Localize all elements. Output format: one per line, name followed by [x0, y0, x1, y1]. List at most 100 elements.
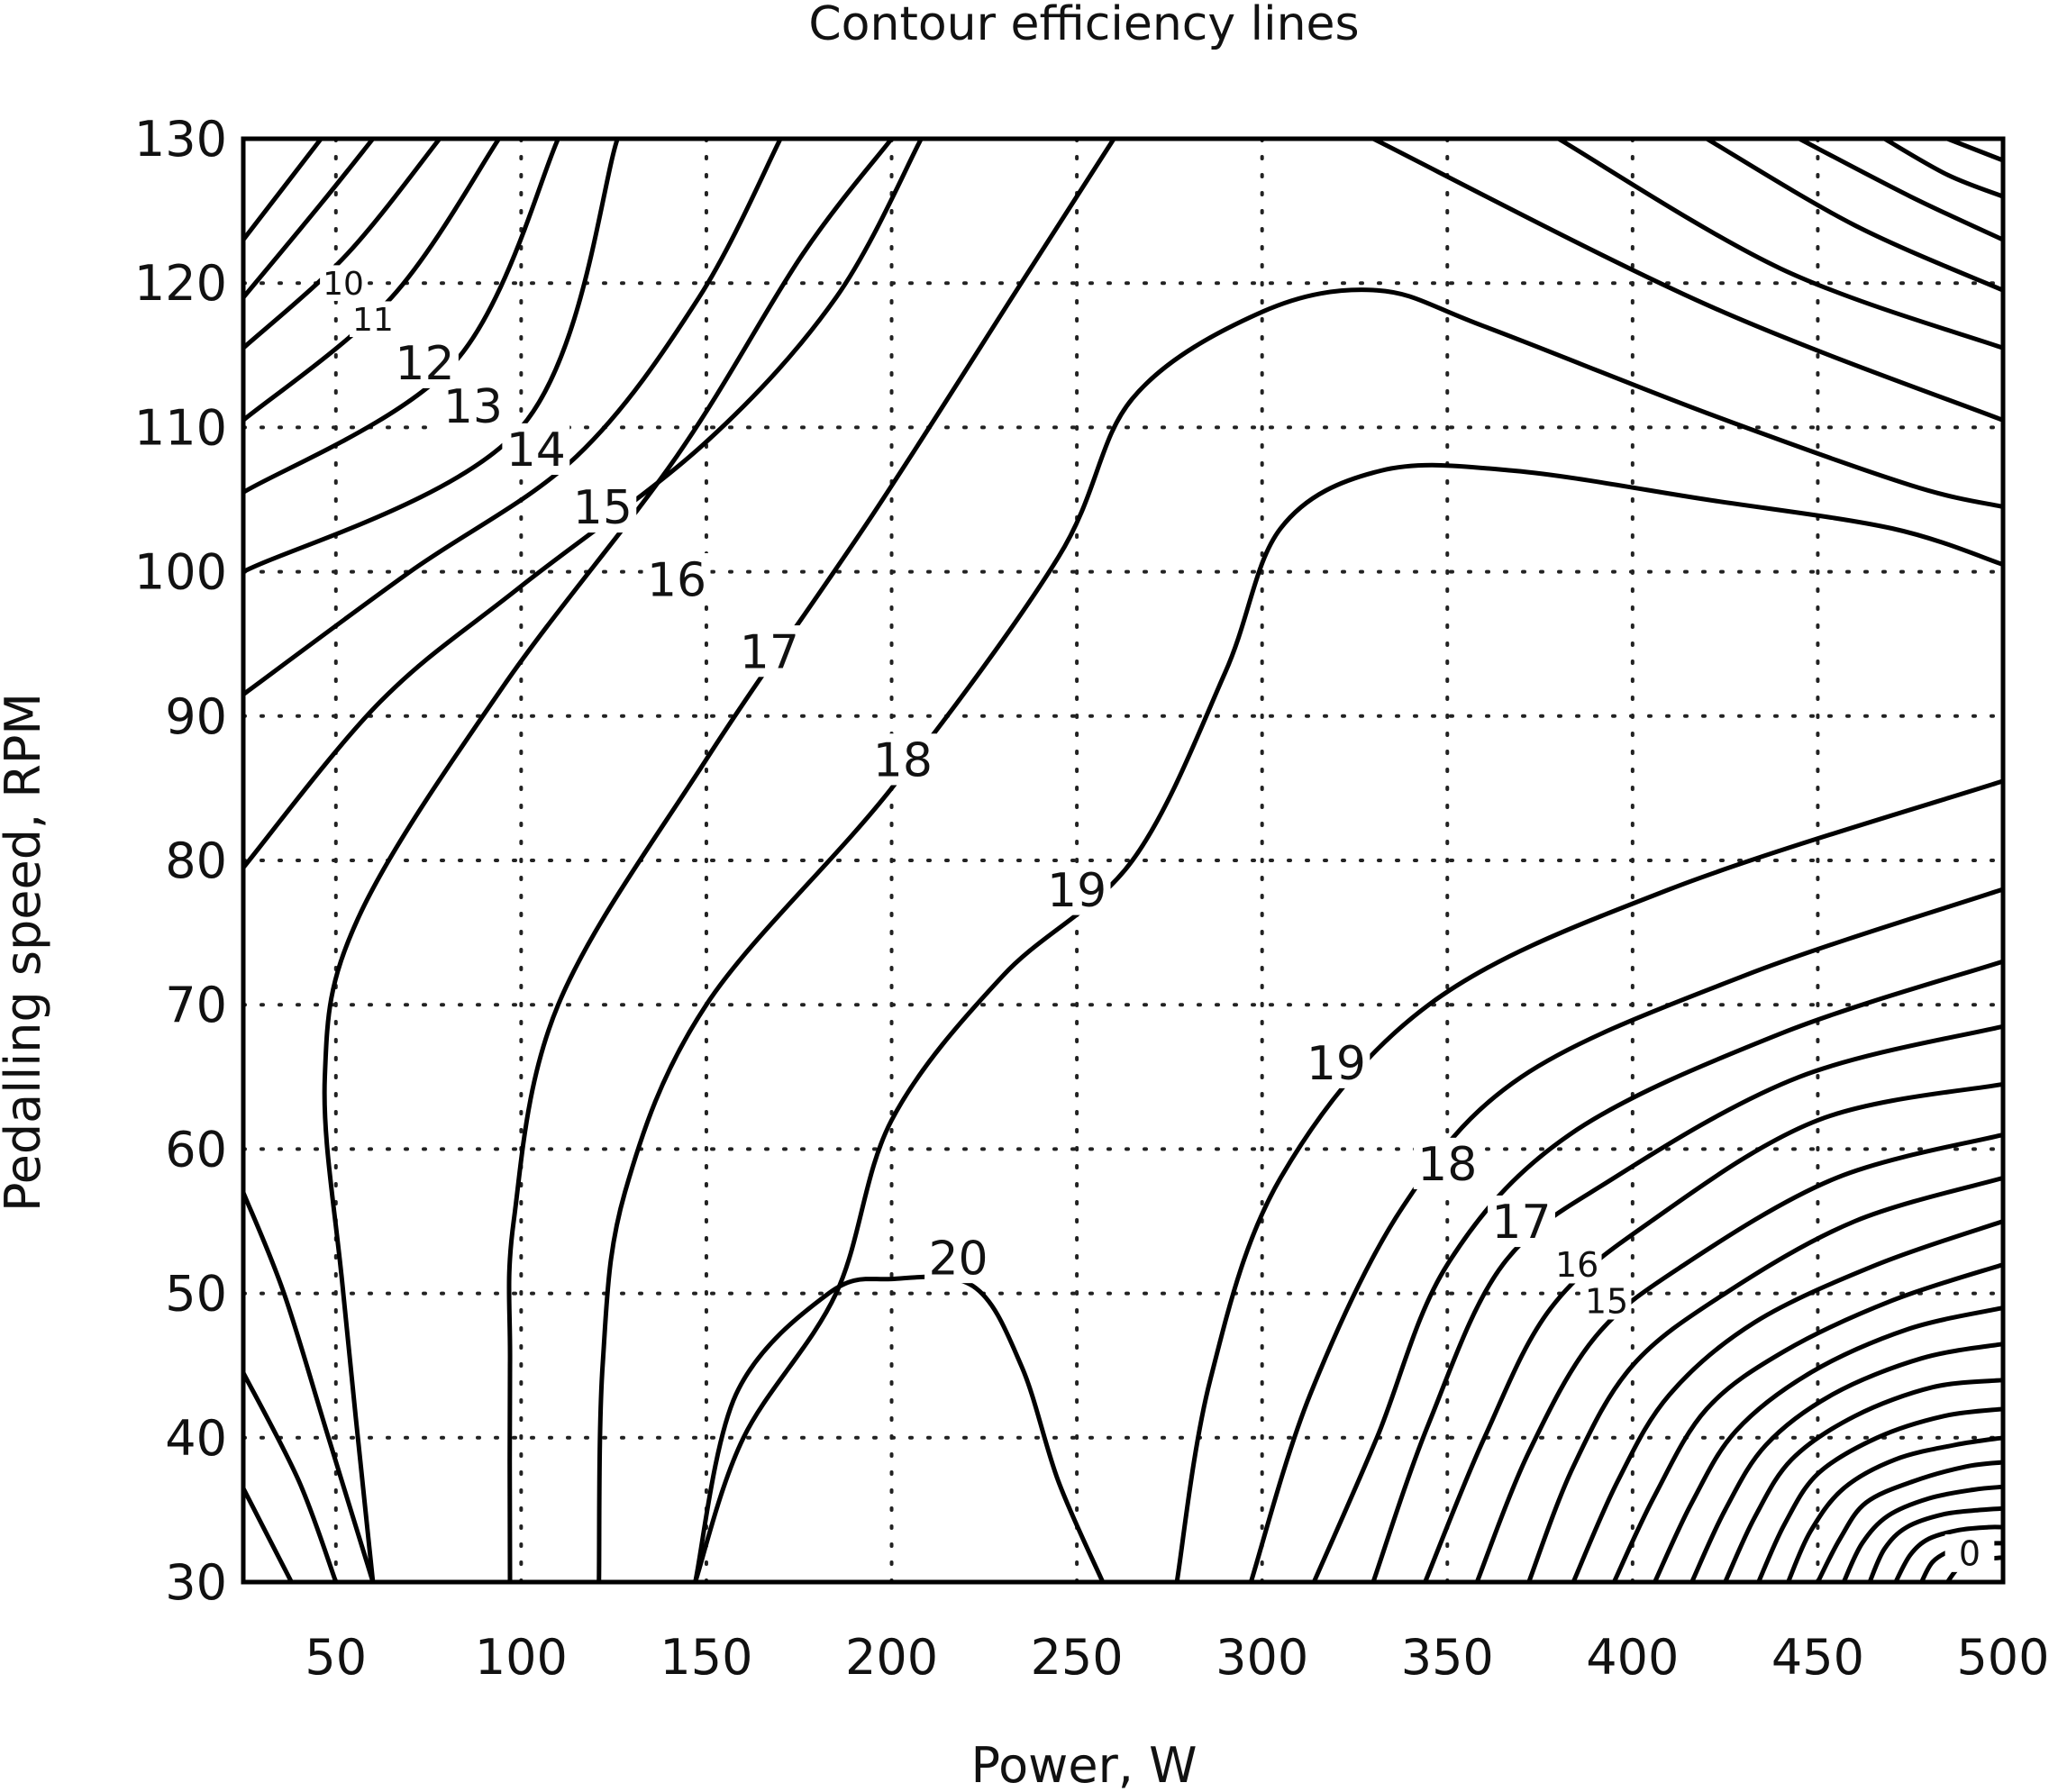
contour-label: 11 — [352, 302, 394, 339]
contour-line — [1371, 136, 2004, 423]
x-tick-label: 150 — [660, 1629, 752, 1686]
contour-label-bg — [869, 733, 937, 786]
contour-label-bg — [1043, 863, 1111, 915]
x-tick-label: 100 — [475, 1629, 568, 1686]
contour-line — [1786, 1435, 2004, 1584]
contour-line — [1612, 1262, 2004, 1584]
contour-line — [1311, 959, 2004, 1584]
y-tick-label: 70 — [165, 977, 227, 1033]
contour-label: 13 — [443, 380, 503, 434]
contour-label: 18 — [873, 734, 933, 788]
x-tick-label: 200 — [845, 1629, 938, 1686]
contour-label-bg — [439, 379, 507, 432]
contour-line — [1526, 1176, 2004, 1583]
contour-line — [241, 137, 501, 423]
y-tick-label: 60 — [165, 1121, 227, 1178]
contour-label-bg — [1944, 1534, 1995, 1572]
contour-line — [241, 137, 783, 696]
contour-line — [1370, 1023, 2004, 1583]
contour-line — [1557, 136, 2004, 350]
contour-line — [1946, 136, 2004, 163]
contour-label-bg — [502, 423, 570, 476]
x-tick-label: 250 — [1031, 1629, 1124, 1686]
contour-line — [506, 137, 1116, 1583]
contour-line — [1867, 1505, 2004, 1584]
plot-frame — [241, 136, 2006, 1585]
axis-ticks: 50 100 150 200 250 300 350 400 450 50030405060708… — [134, 111, 2050, 1686]
contour-line — [241, 1487, 294, 1584]
contour-line — [1689, 1342, 2004, 1584]
contour-line — [1423, 1081, 2004, 1583]
contour-label-bg — [391, 336, 459, 388]
contour-label-bg — [1488, 1195, 1555, 1248]
contour-label-bg — [349, 301, 396, 338]
y-tick-label: 100 — [134, 544, 227, 601]
contour-label-bg — [1413, 1137, 1481, 1190]
x-tick-label: 450 — [1771, 1629, 1864, 1686]
contour-label: 15 — [1585, 1281, 1628, 1321]
chart-title: Contour efficiency lines — [808, 0, 1359, 51]
contour-label-bg — [1581, 1281, 1632, 1320]
contour-line — [693, 1274, 1106, 1584]
contour-label: 19 — [1307, 1037, 1366, 1091]
contour-label: 14 — [506, 423, 566, 478]
grid-lines — [241, 137, 2005, 1584]
x-axis-label: Power, W — [971, 1737, 1197, 1792]
contour-line — [1571, 1219, 2004, 1584]
contour-label: 15 — [573, 481, 633, 535]
contour-line — [1174, 778, 2004, 1583]
y-tick-label: 130 — [134, 111, 227, 168]
contour-line — [241, 137, 442, 350]
x-tick-label: 400 — [1586, 1629, 1679, 1686]
contour-line — [1883, 136, 2004, 199]
y-tick-label: 120 — [134, 255, 227, 312]
contour-line — [241, 137, 323, 241]
x-tick-label: 350 — [1401, 1629, 1494, 1686]
contour-line — [1723, 1378, 2004, 1584]
y-axis-label: Pedalling speed, RPM — [0, 693, 51, 1212]
contour-label: 10 — [323, 266, 364, 303]
contour-label-bg — [924, 1231, 992, 1284]
contour-line — [241, 137, 375, 299]
contour-label: 16 — [1555, 1245, 1598, 1285]
contour-label: 16 — [647, 553, 706, 607]
contour-line — [241, 1371, 339, 1583]
contour-label-bg — [1302, 1036, 1370, 1088]
contour-label: 0 — [1959, 1534, 1981, 1574]
contour-label-bg — [1552, 1245, 1602, 1284]
contour-line — [1248, 887, 2004, 1583]
contour-label: 17 — [1491, 1196, 1551, 1250]
y-tick-label: 110 — [134, 399, 227, 456]
contour-line — [241, 1191, 376, 1583]
y-tick-label: 30 — [165, 1554, 227, 1611]
x-tick-label: 300 — [1216, 1629, 1308, 1686]
contour-line — [1893, 1524, 2004, 1584]
contour-label: 20 — [928, 1232, 988, 1286]
y-tick-label: 50 — [165, 1266, 227, 1323]
contour-label-bg — [735, 625, 804, 678]
contour-label: 17 — [740, 625, 799, 679]
contour-line — [1653, 1305, 2004, 1584]
contour-line — [596, 287, 2004, 1583]
y-tick-label: 40 — [165, 1410, 227, 1467]
contour-line — [1474, 1132, 2004, 1583]
y-tick-label: 80 — [165, 832, 227, 889]
contour-line — [1816, 1460, 2004, 1584]
contour-lines — [241, 136, 2005, 1584]
contour-label: 18 — [1417, 1138, 1477, 1192]
contour-label-bg — [642, 553, 711, 605]
contour-line — [1756, 1406, 2004, 1584]
x-tick-label: 50 — [305, 1629, 367, 1686]
contour-label: 19 — [1047, 864, 1106, 918]
x-tick-label: 500 — [1956, 1629, 2049, 1686]
contour-line — [693, 462, 2004, 1583]
contour-line — [1705, 136, 2005, 293]
contour-label-bg — [320, 265, 367, 301]
y-tick-label: 90 — [165, 688, 227, 745]
contour-line — [1798, 136, 2005, 242]
contour-label-bg — [569, 480, 637, 533]
contour-line — [1841, 1484, 2004, 1584]
contour-line — [322, 137, 894, 1583]
